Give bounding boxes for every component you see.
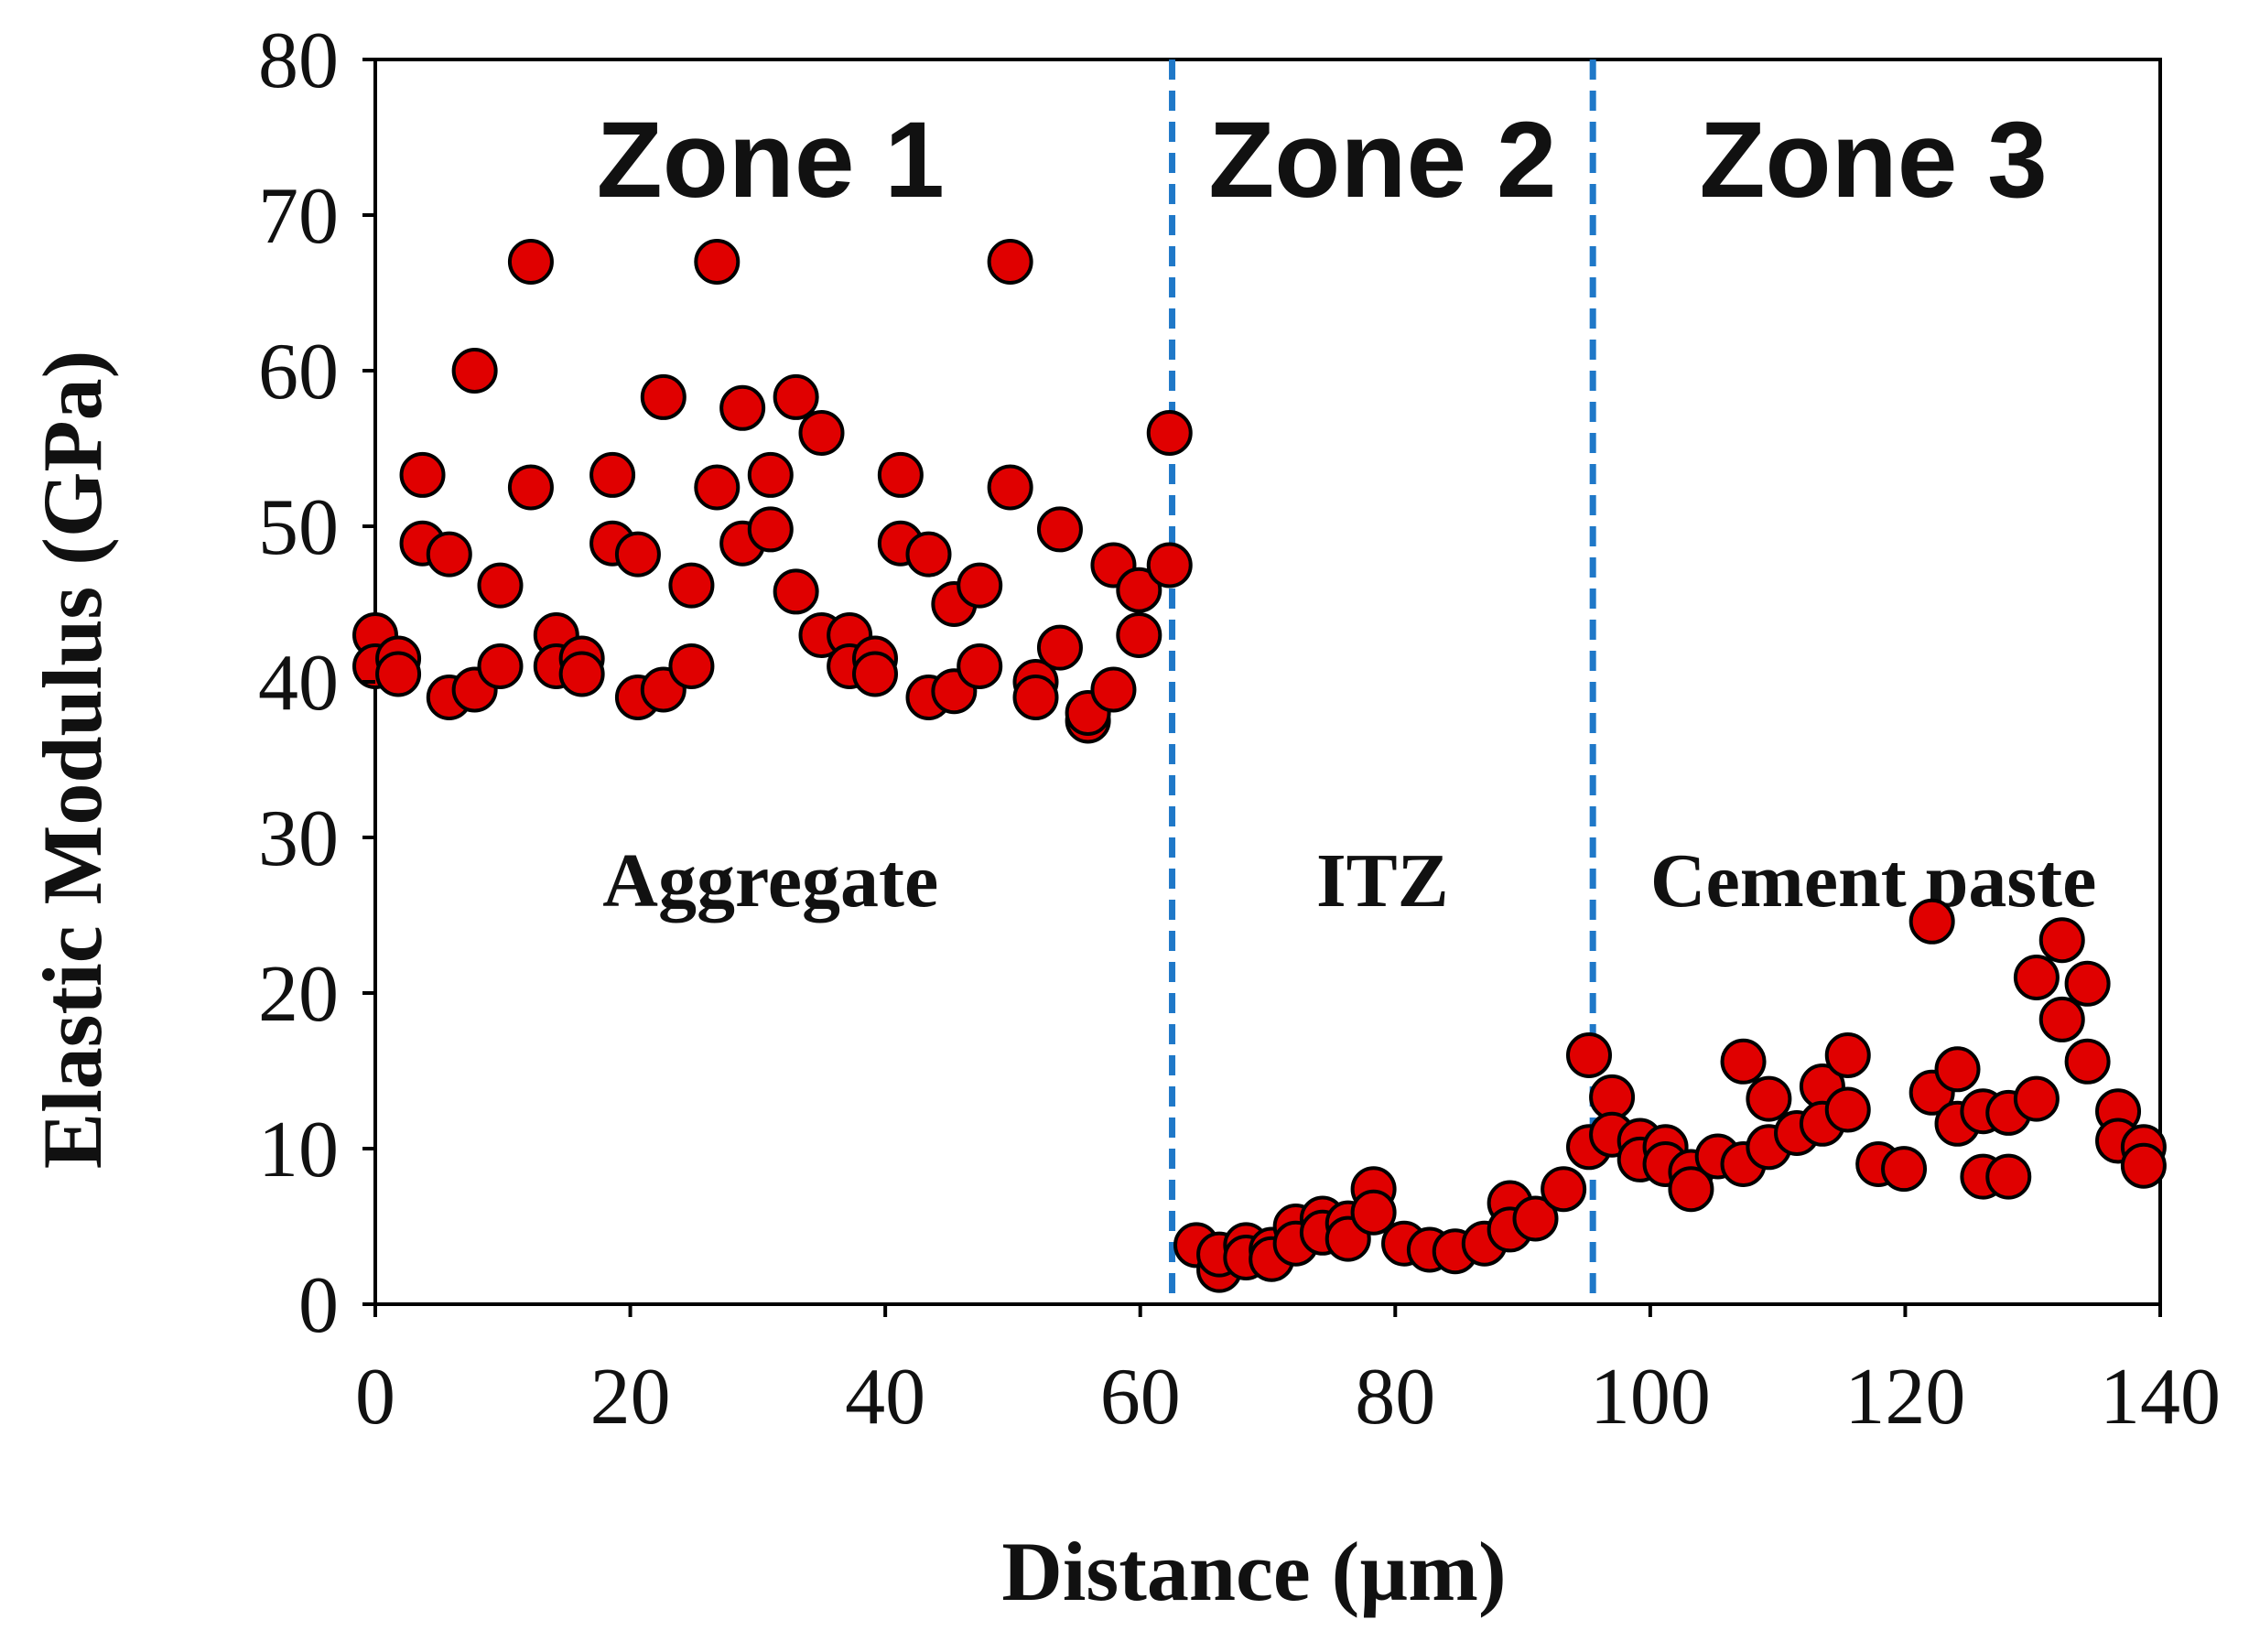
data-point	[375, 651, 422, 697]
y-tick-label: 0	[298, 1261, 339, 1350]
data-point	[957, 562, 1003, 609]
data-point	[1985, 1153, 2032, 1200]
zone-3-label: Zone 3	[1699, 100, 2047, 221]
data-point	[451, 348, 498, 394]
y-tick-label: 80	[258, 16, 339, 105]
data-point	[798, 410, 845, 456]
data-point	[2013, 955, 2060, 1000]
data-point	[668, 562, 715, 609]
data-point	[477, 643, 524, 689]
data-point	[1012, 675, 1059, 720]
data-point	[1668, 1166, 1714, 1213]
data-point	[477, 562, 524, 609]
data-point	[1146, 410, 1193, 456]
data-point	[1824, 1086, 1871, 1133]
data-point	[719, 384, 766, 431]
data-point	[2038, 996, 2085, 1042]
data-point	[773, 568, 819, 615]
data-point	[1116, 567, 1162, 613]
data-point	[1541, 1166, 1587, 1213]
data-point	[1881, 1146, 1928, 1193]
x-tick-label: 60	[1100, 1353, 1181, 1441]
data-point	[1512, 1195, 1559, 1242]
data-point	[558, 651, 605, 697]
data-point	[426, 531, 472, 578]
x-tick-label: 140	[2100, 1353, 2221, 1441]
data-point	[507, 239, 554, 285]
data-point	[640, 373, 687, 420]
region-3-label: Cement paste	[1650, 838, 2097, 923]
y-axis-ticks: 0 10 20 30 40 50 60 70 80	[258, 16, 375, 1350]
region-1-label: Aggregate	[602, 838, 938, 923]
y-tick-label: 60	[258, 328, 339, 416]
zone-dividers	[1169, 59, 1596, 1304]
data-point	[747, 451, 794, 498]
y-tick-label: 70	[258, 172, 339, 261]
data-point	[694, 239, 741, 285]
data-point	[987, 239, 1033, 285]
data-point	[1824, 1032, 1871, 1078]
data-point	[905, 531, 952, 578]
data-point	[614, 531, 661, 578]
y-tick-label: 20	[258, 950, 339, 1039]
data-point	[2064, 960, 2111, 1007]
zone-2-label: Zone 2	[1208, 100, 1556, 221]
data-point	[1746, 1075, 1792, 1122]
data-point	[747, 506, 794, 553]
x-axis-ticks: 0 20 40 60 80 100 120 140	[355, 1304, 2221, 1441]
data-point	[1146, 542, 1193, 588]
y-tick-label: 30	[258, 794, 339, 883]
zone-labels: Zone 1 Aggregate Zone 2 ITZ Zone 3 Cement pas…	[597, 100, 2097, 923]
data-point	[1350, 1189, 1397, 1236]
data-point	[1934, 1046, 1981, 1093]
data-point	[877, 451, 924, 498]
y-tick-label: 40	[258, 639, 339, 728]
zone-1-label: Zone 1	[597, 100, 945, 221]
x-axis-title: Distance (µm)	[1001, 1525, 1506, 1618]
data-point	[2038, 917, 2085, 964]
data-point	[1116, 612, 1162, 658]
x-tick-label: 100	[1590, 1353, 1711, 1441]
x-tick-label: 80	[1355, 1353, 1435, 1441]
y-tick-label: 10	[258, 1106, 339, 1194]
x-tick-label: 120	[1844, 1353, 1965, 1441]
data-point	[1566, 1032, 1612, 1078]
data-point	[589, 451, 636, 498]
data-point	[694, 464, 741, 511]
data-point	[507, 464, 554, 511]
data-point	[1090, 666, 1137, 713]
data-point	[2120, 1142, 2167, 1189]
data-point	[668, 643, 715, 689]
data-point	[2064, 1038, 2111, 1085]
data-point	[773, 373, 819, 420]
data-point	[2013, 1075, 2060, 1122]
data-point	[1036, 624, 1083, 671]
data-points	[352, 239, 2167, 1293]
data-point	[957, 643, 1003, 689]
region-2-label: ITZ	[1316, 838, 1449, 923]
x-tick-label: 40	[845, 1353, 925, 1441]
x-tick-label: 20	[590, 1353, 671, 1441]
data-point	[1720, 1038, 1767, 1085]
y-axis-title: Elastic Modulus (GPa)	[26, 351, 119, 1169]
data-point	[1908, 898, 1955, 945]
data-point	[1036, 506, 1083, 553]
data-point	[987, 464, 1033, 511]
y-tick-label: 50	[258, 483, 339, 572]
data-point	[852, 651, 898, 697]
x-tick-label: 0	[355, 1353, 395, 1441]
data-point	[399, 451, 446, 498]
